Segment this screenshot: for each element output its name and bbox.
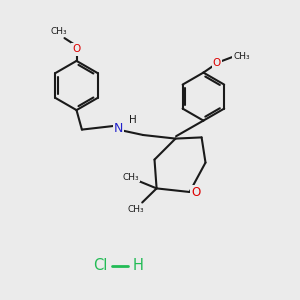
Text: Cl: Cl: [93, 258, 108, 273]
Text: CH₃: CH₃: [127, 206, 144, 214]
Text: H: H: [129, 115, 137, 125]
Text: O: O: [72, 44, 81, 55]
Text: O: O: [192, 186, 201, 199]
Text: CH₃: CH₃: [122, 172, 139, 182]
Text: H: H: [133, 258, 143, 273]
Text: O: O: [213, 58, 221, 68]
Text: CH₃: CH₃: [50, 27, 67, 36]
Text: CH₃: CH₃: [233, 52, 250, 61]
Text: N: N: [114, 122, 123, 135]
